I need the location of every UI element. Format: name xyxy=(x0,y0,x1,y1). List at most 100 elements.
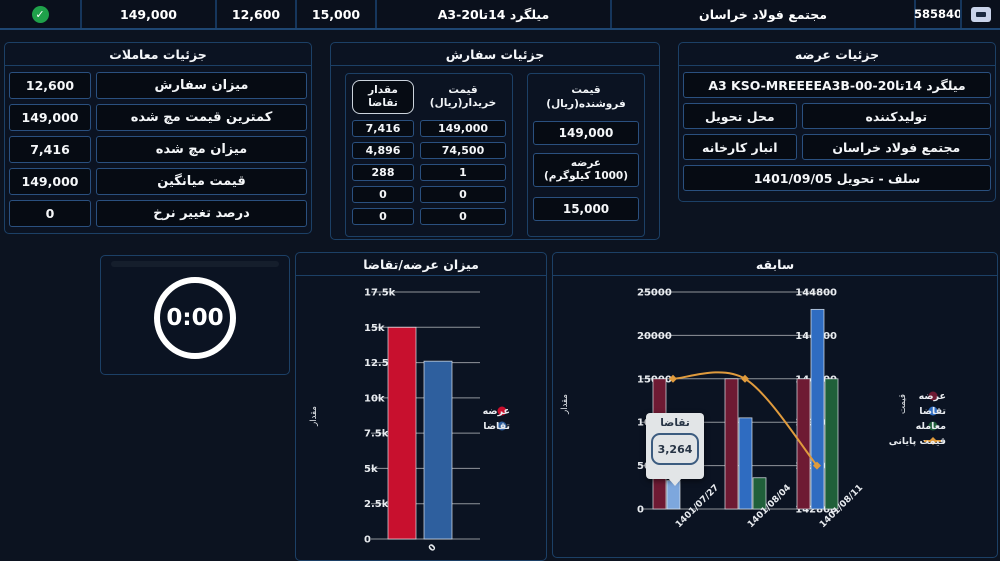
order-panel-title: جزئیات سفارش xyxy=(331,43,659,66)
check-circle-icon: ✓ xyxy=(31,5,49,23)
legend-swatch[interactable] xyxy=(928,421,938,431)
legend-label[interactable]: قیمت پایانی xyxy=(889,436,946,447)
buyer-price: 149,000 xyxy=(420,120,506,138)
chart-tooltip: تقاضا 3,264 xyxy=(646,413,704,486)
history-chart-title: سابقه xyxy=(553,253,997,276)
y-tick-label: 12.5k xyxy=(364,358,396,369)
bar-demand[interactable] xyxy=(810,308,825,510)
product-name: میلگرد 14تا20-A3 KSO-MREEEEA3B-00 xyxy=(683,72,991,98)
countdown-timer: 0:00 xyxy=(154,277,236,359)
table-row: 0 0 xyxy=(352,208,506,226)
buyer-price: 1 xyxy=(420,164,506,182)
order-details-panel: جزئیات سفارش قیمت فروشنده(ریال) 149,000 … xyxy=(330,42,660,240)
row-label: درصد تغییر نرخ xyxy=(96,200,307,227)
legend-swatch[interactable] xyxy=(928,391,938,401)
auction-timer-card: 0:00 xyxy=(100,255,290,375)
legend-swatch[interactable] xyxy=(497,421,507,431)
row-value: 12,600 xyxy=(9,72,91,99)
supply-demand-chart: 0 2.5k 5k 7.5k 10k 12.5k 15k 17.5k عرضه تقاضا 0 مقد… xyxy=(309,288,510,555)
y-tick-label: 10k xyxy=(364,393,385,404)
table-row: میزان مچ شده 7,416 xyxy=(9,136,307,163)
topbar-min-price: 149,000 xyxy=(80,0,215,28)
top-status-bar: ✓ 149,000 12,600 15,000 میلگرد 14تا20-A3… xyxy=(0,0,1000,30)
delivery-value: انبار کارخانه xyxy=(683,134,797,160)
table-row: 74,500 4,896 xyxy=(352,142,506,160)
table-row: میزان سفارش 12,600 xyxy=(9,72,307,99)
table-row: کمترین قیمت مچ شده 149,000 xyxy=(9,104,307,131)
y-tick-label: 15k xyxy=(364,323,385,334)
legend-label[interactable]: عرضه xyxy=(919,391,946,402)
tooltip-pointer xyxy=(668,478,682,486)
buyer-price-header: قیمت خریدار(ریال) xyxy=(429,84,497,110)
right-axis-label: قیمت xyxy=(898,394,908,414)
supply-demand-chart-card: میزان عرضه/تقاضا 0 2.5k 5k 7.5k 10k 12.5k 15k 1… xyxy=(295,252,547,561)
demand-qty-header[interactable]: مقدار تقاضا xyxy=(352,80,414,115)
bar-demand[interactable] xyxy=(423,360,453,540)
legend-swatch[interactable] xyxy=(928,406,938,416)
supply-value: 15,000 xyxy=(533,197,639,222)
supply-panel-title: جزئیات عرضه xyxy=(679,43,995,66)
legend-label[interactable]: تقاضا xyxy=(919,406,946,417)
bar-trade[interactable] xyxy=(752,477,767,510)
price-point-marker[interactable] xyxy=(669,374,677,383)
legend-label[interactable]: تقاضا xyxy=(483,421,510,432)
right-tick-label: 142800 xyxy=(795,505,837,516)
tooltip-value: 3,264 xyxy=(651,433,699,465)
row-label: کمترین قیمت مچ شده xyxy=(96,104,307,131)
topbar-order-qty: 12,600 xyxy=(215,0,295,28)
left-tick-label: 25000 xyxy=(637,288,672,299)
legend-swatch[interactable] xyxy=(497,406,507,416)
status-cell: ✓ xyxy=(0,0,80,28)
trade-panel-title: جزئیات معاملات xyxy=(5,43,311,66)
y-tick-label: 5k xyxy=(364,464,378,475)
contract-info: سلف - تحویل 1401/09/05 xyxy=(683,165,991,191)
demand-qty: 288 xyxy=(352,164,414,182)
price-point-marker[interactable] xyxy=(741,374,749,383)
table-row: 149,000 7,416 xyxy=(352,120,506,138)
bar-supply[interactable] xyxy=(796,378,811,510)
row-label: میزان مچ شده xyxy=(96,136,307,163)
supply-demand-chart-title: میزان عرضه/تقاضا xyxy=(296,253,546,276)
row-value: 149,000 xyxy=(9,104,91,131)
history-chart: 0142800500014320010000143600150001440002… xyxy=(560,288,946,531)
order-book-table: قیمت خریدار(ریال) مقدار تقاضا 149,000 7,… xyxy=(345,73,513,238)
history-chart-card: سابقه 0142800500014320010000143600150001… xyxy=(552,252,998,558)
bar-supply[interactable] xyxy=(387,326,417,540)
bar-supply[interactable] xyxy=(724,378,739,510)
x-tick-label: 0 xyxy=(427,543,439,555)
tooltip-series-name: تقاضا xyxy=(660,417,690,429)
right-tick-label: 144800 xyxy=(795,288,837,299)
producer-value: مجتمع فولاد خراسان xyxy=(801,134,991,160)
buyer-price: 74,500 xyxy=(420,142,506,160)
demand-qty: 7,416 xyxy=(352,120,414,138)
legend-label[interactable]: عرضه xyxy=(483,406,510,417)
row-label: قیمت میانگین xyxy=(96,168,307,195)
bar-trade[interactable] xyxy=(824,378,839,510)
table-row: 0 0 xyxy=(352,186,506,204)
x-tick-label: 1401/07/27 xyxy=(674,483,721,530)
row-value: 149,000 xyxy=(9,168,91,195)
y-tick-label: 7.5k xyxy=(364,429,389,440)
left-tick-label: 20000 xyxy=(637,331,672,342)
row-value: 7,416 xyxy=(9,136,91,163)
y-tick-label: 2.5k xyxy=(364,499,389,510)
bar-demand[interactable] xyxy=(738,417,753,510)
legend-diamond[interactable] xyxy=(929,437,937,445)
y-tick-label: 0 xyxy=(364,535,371,546)
price-point-marker[interactable] xyxy=(813,461,821,470)
row-value: 0 xyxy=(9,200,91,227)
buyer-price: 0 xyxy=(420,186,506,204)
minimize-row-icon[interactable] xyxy=(971,6,991,22)
demand-qty: 4,896 xyxy=(352,142,414,160)
y-axis-label: مقدار xyxy=(309,406,319,427)
seller-price-header: قیمت فروشنده(ریال) xyxy=(546,84,626,110)
y-tick-label: 17.5k xyxy=(364,288,396,299)
legend-label[interactable]: معامله xyxy=(916,421,946,432)
row-label: میزان سفارش xyxy=(96,72,307,99)
seller-column: قیمت فروشنده(ریال) 149,000 عرضه (1000 کی… xyxy=(527,73,645,238)
timer-progress-strip xyxy=(111,261,279,267)
supply-details-panel: جزئیات عرضه میلگرد 14تا20-A3 KSO-MREEEEA… xyxy=(678,42,996,202)
demand-qty: 0 xyxy=(352,186,414,204)
topbar-toggle-cell[interactable] xyxy=(960,0,1000,28)
delivery-header: محل تحویل xyxy=(683,103,797,129)
